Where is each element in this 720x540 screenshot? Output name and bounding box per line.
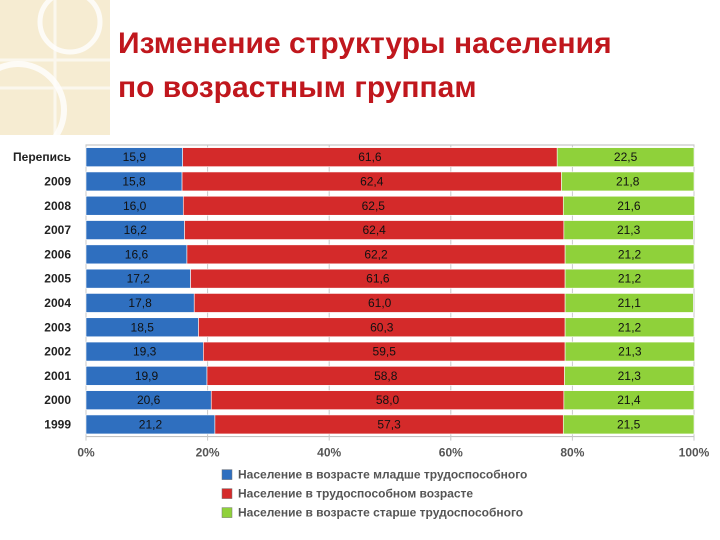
data-label: 15,8 (122, 174, 146, 188)
data-label: 61,6 (358, 150, 382, 164)
data-label: 61,0 (368, 296, 392, 310)
stacked-bar-chart: 0% 20% 40% 60% 80% 100% Перепись 15,9 61,6 22,5 20… (13, 144, 710, 520)
data-label: 17,8 (128, 296, 152, 310)
data-label: 60,3 (370, 320, 394, 334)
data-label: 62,2 (364, 247, 388, 261)
data-label: 21,2 (618, 272, 642, 286)
category-label: 2009 (44, 174, 71, 188)
data-label: 16,2 (124, 223, 148, 237)
bar-segment-3 (563, 220, 694, 240)
data-label: 21,3 (618, 345, 642, 359)
data-label: 21,3 (618, 369, 642, 383)
data-label: 62,4 (360, 174, 384, 188)
bar-segment-3 (564, 268, 695, 289)
legend-label: Население в возрасте старше трудоспособн… (238, 506, 523, 520)
legend-label: Население в трудоспособном возрасте (238, 487, 473, 501)
data-label: 58,0 (376, 393, 400, 407)
data-label: 20,6 (137, 393, 161, 407)
category-label: 2002 (44, 345, 71, 359)
bar-segment-3 (564, 366, 695, 386)
bar-segment-3 (564, 341, 695, 362)
data-label: 19,9 (135, 369, 159, 383)
title-line-1: Изменение структуры населения (118, 27, 612, 60)
data-label: 18,5 (131, 320, 155, 334)
data-label: 19,3 (133, 345, 157, 359)
data-label: 62,4 (363, 223, 387, 237)
data-label: 22,5 (614, 150, 638, 164)
x-tick-label: 100% (679, 446, 710, 460)
data-label: 21,4 (617, 393, 641, 407)
legend-swatch (221, 507, 233, 518)
x-tick-label: 20% (196, 446, 220, 460)
data-label: 21,3 (617, 223, 641, 237)
data-label: 21,5 (617, 417, 641, 431)
data-label: 17,2 (127, 272, 151, 286)
data-label: 58,8 (374, 369, 398, 383)
data-label: 16,0 (123, 199, 147, 213)
x-tick-label: 60% (439, 446, 463, 460)
bar-segment-3 (564, 317, 695, 338)
data-label: 21,6 (617, 199, 641, 213)
category-label: 2000 (44, 393, 71, 407)
data-label: 21,8 (616, 174, 640, 188)
x-tick-label: 80% (560, 446, 584, 460)
category-label: 2004 (44, 296, 71, 310)
category-label: 2007 (44, 223, 71, 237)
bar-segment-3 (556, 147, 695, 167)
data-label: 61,6 (366, 272, 390, 286)
title-line-2: по возрастным группам (118, 71, 477, 104)
bar-segment-3 (564, 244, 695, 265)
data-label: 62,5 (362, 199, 386, 213)
x-tick-label: 0% (77, 446, 95, 460)
category-label: 2006 (44, 247, 71, 261)
category-label: 2003 (44, 320, 71, 334)
legend-swatch (221, 488, 233, 499)
category-label: Перепись (13, 150, 71, 164)
bar-segment-3 (563, 390, 695, 410)
bar-segment-3 (561, 171, 695, 192)
legend-label: Население в возрасте младше трудоспособн… (238, 468, 527, 482)
category-label: 2008 (44, 199, 71, 213)
data-label: 16,6 (125, 247, 149, 261)
x-tick-label: 40% (317, 446, 341, 460)
category-label: 1999 (44, 417, 71, 431)
bar-segment-3 (562, 195, 695, 216)
decorative-pattern (0, 0, 110, 159)
bar-segment-3 (564, 293, 694, 313)
data-label: 21,2 (139, 417, 163, 431)
data-label: 15,9 (123, 150, 147, 164)
category-label: 2005 (44, 272, 71, 286)
data-label: 21,1 (618, 296, 642, 310)
data-label: 21,2 (618, 320, 642, 334)
category-label: 2001 (44, 369, 71, 383)
data-label: 57,3 (377, 417, 401, 431)
data-label: 59,5 (373, 345, 397, 359)
legend-swatch (221, 469, 233, 480)
page-title: Изменение структуры населения по возраст… (118, 22, 708, 110)
data-label: 21,2 (618, 247, 642, 261)
decorative-pattern-graphic (0, 0, 110, 159)
bar-segment-3 (562, 414, 695, 435)
